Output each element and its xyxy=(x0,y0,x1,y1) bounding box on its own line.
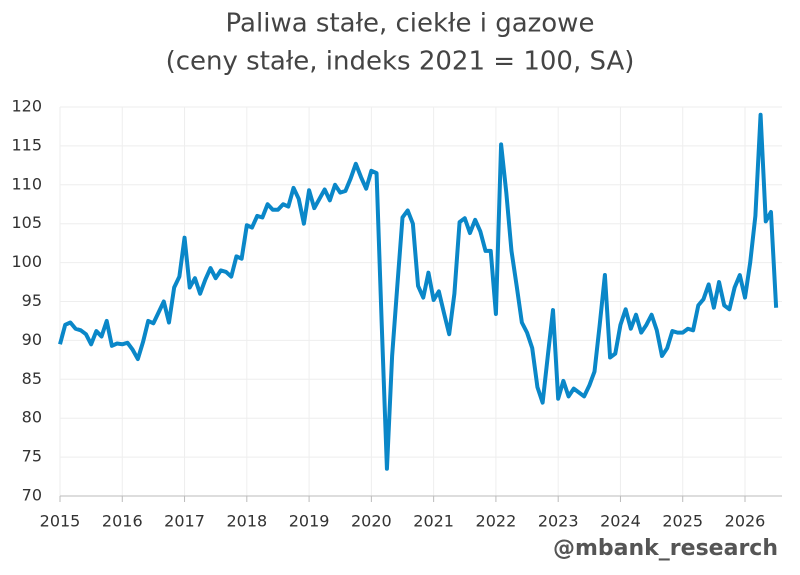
series-line xyxy=(58,112,779,471)
x-tick-label: 2024 xyxy=(600,512,641,531)
x-tick-label: 2018 xyxy=(226,512,267,531)
y-tick-label: 75 xyxy=(22,447,42,466)
y-tick-label: 105 xyxy=(11,213,42,232)
y-tick-label: 85 xyxy=(22,369,42,388)
x-tick-label: 2019 xyxy=(289,512,330,531)
y-tick-label: 90 xyxy=(22,330,42,349)
x-tick-label: 2026 xyxy=(725,512,766,531)
x-tick-label: 2016 xyxy=(102,512,143,531)
y-tick-label: 100 xyxy=(11,252,42,271)
y-tick-label: 120 xyxy=(11,97,42,116)
x-tick-label: 2017 xyxy=(164,512,205,531)
x-tick-label: 2023 xyxy=(538,512,579,531)
watermark: @mbank_research xyxy=(553,536,778,561)
y-tick-label: 115 xyxy=(11,135,42,154)
y-tick-label: 95 xyxy=(22,291,42,310)
x-tick-label: 2015 xyxy=(40,512,81,531)
y-tick-label: 80 xyxy=(22,408,42,427)
chart-subtitle: (ceny stałe, indeks 2021 = 100, SA) xyxy=(166,47,635,77)
x-tick-label: 2022 xyxy=(476,512,517,531)
y-tick-label: 110 xyxy=(11,174,42,193)
chart-title: Paliwa stałe, ciekłe i gazowe xyxy=(226,9,595,39)
y-tick-label: 70 xyxy=(22,486,42,505)
x-tick-label: 2020 xyxy=(351,512,392,531)
x-tick-label: 2021 xyxy=(413,512,454,531)
x-tick-label: 2025 xyxy=(662,512,703,531)
